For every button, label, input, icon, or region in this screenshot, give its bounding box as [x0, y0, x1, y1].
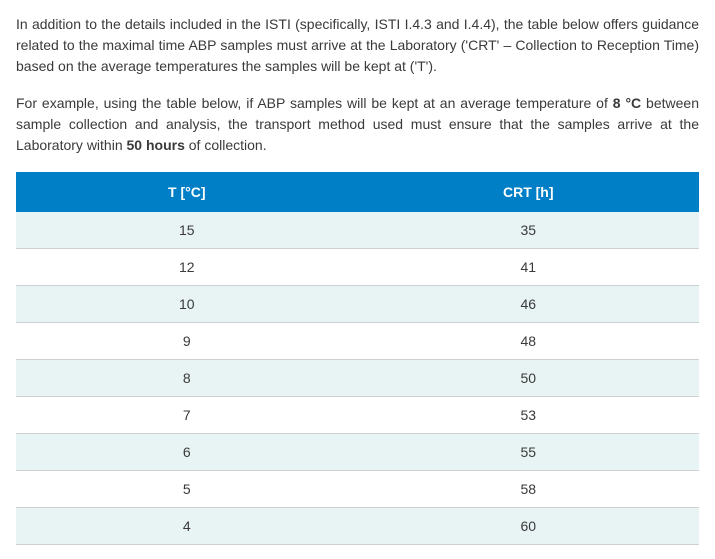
table-cell-crt: 41 [358, 249, 700, 286]
table-header-temp: T [°C] [16, 172, 358, 212]
table-row: 15 35 [16, 212, 699, 249]
intro-paragraph-1: In addition to the details included in t… [16, 14, 699, 77]
table-row: 4 60 [16, 508, 699, 545]
intro-text-2a: For example, using the table below, if A… [16, 95, 613, 111]
table-row: 7 53 [16, 397, 699, 434]
table-row: 6 55 [16, 434, 699, 471]
intro-text-2c: of collection. [185, 137, 267, 153]
intro-paragraph-2: For example, using the table below, if A… [16, 93, 699, 156]
table-cell-temp: 4 [16, 508, 358, 545]
table-cell-temp: 8 [16, 360, 358, 397]
table-cell-temp: 12 [16, 249, 358, 286]
table-cell-temp: 15 [16, 212, 358, 249]
table-cell-crt: 55 [358, 434, 700, 471]
table-row: 10 46 [16, 286, 699, 323]
table-cell-temp: 7 [16, 397, 358, 434]
table-header-row: T [°C] CRT [h] [16, 172, 699, 212]
table-cell-crt: 58 [358, 471, 700, 508]
table-cell-crt: 46 [358, 286, 700, 323]
table-row: 9 48 [16, 323, 699, 360]
table-cell-crt: 48 [358, 323, 700, 360]
table-cell-crt: 50 [358, 360, 700, 397]
table-cell-crt: 35 [358, 212, 700, 249]
table-body: 15 35 12 41 10 46 9 48 8 50 7 53 6 55 5 [16, 212, 699, 545]
table-row: 8 50 [16, 360, 699, 397]
table-row: 5 58 [16, 471, 699, 508]
intro-bold-temp: 8 °C [613, 95, 641, 111]
table-cell-temp: 10 [16, 286, 358, 323]
table-cell-temp: 5 [16, 471, 358, 508]
intro-text-1: In addition to the details included in t… [16, 16, 699, 74]
intro-bold-hours: 50 hours [127, 137, 185, 153]
table-cell-temp: 6 [16, 434, 358, 471]
table-cell-crt: 53 [358, 397, 700, 434]
table-cell-crt: 60 [358, 508, 700, 545]
table-header-crt: CRT [h] [358, 172, 700, 212]
table-row: 12 41 [16, 249, 699, 286]
crt-table: T [°C] CRT [h] 15 35 12 41 10 46 9 48 8 … [16, 172, 699, 545]
table-cell-temp: 9 [16, 323, 358, 360]
